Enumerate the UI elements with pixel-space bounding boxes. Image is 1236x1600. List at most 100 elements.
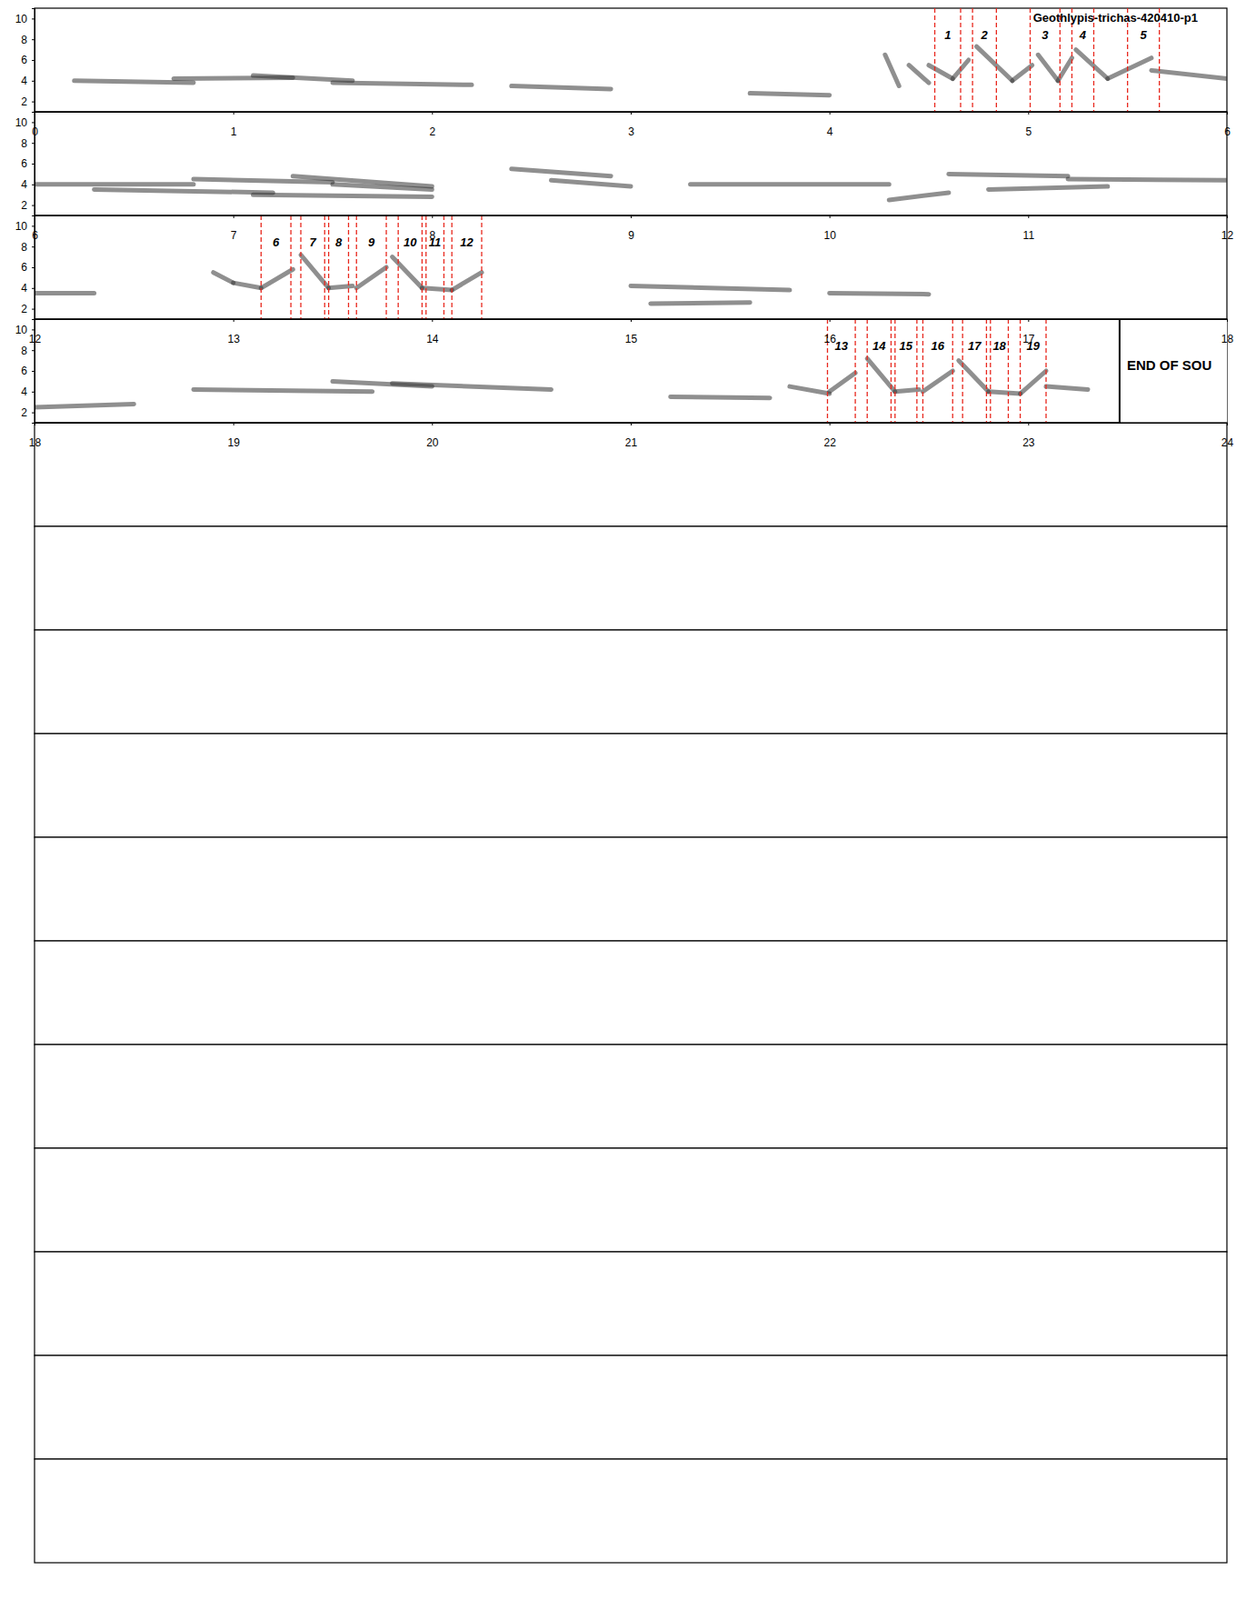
x-tick-label: 18 xyxy=(29,436,42,449)
syllable-boundary xyxy=(260,215,262,319)
y-tick-label: 8 xyxy=(20,33,28,47)
x-tick: 13 xyxy=(227,318,240,346)
x-tick-label: 19 xyxy=(227,436,240,449)
energy-trace xyxy=(922,370,953,392)
x-tick-label: 21 xyxy=(625,436,638,449)
y-tick-label: 4 xyxy=(20,281,28,295)
syllable-boundary xyxy=(854,318,856,423)
row-panel xyxy=(34,1044,1227,1148)
syllable-boundary xyxy=(971,8,973,112)
energy-trace xyxy=(650,302,750,304)
energy-trace xyxy=(511,86,611,90)
y-tick-mark xyxy=(31,328,35,330)
y-tick: 4 xyxy=(20,385,35,399)
syllable-boundary xyxy=(959,8,961,112)
syllable-boundary xyxy=(451,215,453,319)
y-axis-line xyxy=(31,9,36,113)
x-tick-label: 8 xyxy=(428,229,436,242)
syllable-boundary xyxy=(324,215,326,319)
y-tick-label: 8 xyxy=(20,344,28,358)
syllable-label: 10 xyxy=(403,235,418,250)
x-tick-mark xyxy=(829,422,831,426)
x-tick: 19 xyxy=(227,422,240,449)
y-tick: 10 xyxy=(15,12,35,26)
y-tick-mark xyxy=(31,101,35,103)
x-tick: 2 xyxy=(428,111,436,139)
y-tick-mark xyxy=(31,288,35,290)
y-axis-line xyxy=(31,319,36,424)
y-tick-label: 2 xyxy=(20,95,28,109)
row-panel xyxy=(34,940,1227,1045)
y-tick: 8 xyxy=(20,344,35,358)
end-box xyxy=(1119,318,1227,423)
x-tick: 7 xyxy=(230,215,238,242)
y-tick-mark xyxy=(31,121,35,123)
y-tick: 2 xyxy=(20,95,35,109)
syllable-boundary xyxy=(480,215,482,319)
energy-trace xyxy=(328,286,353,289)
y-axis: 246810 xyxy=(15,216,36,320)
y-tick-label: 10 xyxy=(15,12,29,26)
energy-trace xyxy=(895,389,919,392)
x-tick-label: 10 xyxy=(823,229,837,242)
x-tick: 3 xyxy=(627,111,635,139)
y-axis-line xyxy=(31,216,36,320)
energy-trace xyxy=(1151,69,1227,79)
panel-frame xyxy=(34,629,1227,734)
syllable-boundary xyxy=(934,8,936,112)
x-axis: 12131415161718 xyxy=(29,318,1235,346)
energy-trace xyxy=(551,179,631,187)
row-panel xyxy=(34,422,1227,527)
x-tick-label: 12 xyxy=(1221,229,1235,242)
energy-trace xyxy=(392,257,423,289)
y-axis: 246810 xyxy=(15,9,36,113)
y-tick: 10 xyxy=(15,116,35,130)
syllable-boundary xyxy=(348,215,349,319)
syllable-boundary xyxy=(328,215,329,319)
x-tick-label: 11 xyxy=(1023,229,1036,242)
x-tick: 21 xyxy=(625,422,638,449)
syllable-label: 7 xyxy=(309,235,318,250)
x-tick: 1 xyxy=(230,111,238,139)
x-tick-label: 1 xyxy=(230,125,238,139)
panel-frame xyxy=(34,111,1227,216)
x-tick: 5 xyxy=(1025,111,1032,139)
spectrogram-page: 12345678910111213141516171819END OF SOU2… xyxy=(0,0,1236,1600)
x-tick-mark xyxy=(1027,422,1029,426)
y-tick-label: 10 xyxy=(15,219,29,233)
x-tick: 22 xyxy=(823,422,837,449)
x-tick-mark xyxy=(630,318,632,322)
energy-trace xyxy=(885,54,899,86)
row-panel: 6789101112 xyxy=(34,215,1227,319)
energy-trace xyxy=(789,386,830,394)
y-tick: 10 xyxy=(15,219,35,233)
y-tick-mark xyxy=(31,246,35,248)
energy-trace xyxy=(988,391,1021,394)
x-tick-label: 9 xyxy=(627,229,635,242)
x-tick-label: 24 xyxy=(1221,436,1235,449)
y-tick-label: 10 xyxy=(15,116,29,130)
x-axis-line xyxy=(35,112,1228,116)
x-axis-line xyxy=(35,216,1228,220)
y-tick: 2 xyxy=(20,406,35,419)
row-panel xyxy=(34,733,1227,838)
row-panel: 12345 xyxy=(34,8,1227,112)
x-axis-line xyxy=(35,423,1228,427)
x-tick-label: 23 xyxy=(1022,436,1036,449)
energy-trace xyxy=(1020,370,1047,394)
x-tick: 11 xyxy=(1023,215,1036,242)
y-tick: 2 xyxy=(20,302,35,316)
energy-trace xyxy=(332,82,472,85)
energy-trace xyxy=(34,290,95,296)
syllable-label: 6 xyxy=(272,235,280,250)
y-tick: 10 xyxy=(15,323,35,337)
energy-trace xyxy=(213,272,234,283)
x-tick-mark xyxy=(431,215,433,219)
x-axis: 18192021222324 xyxy=(29,422,1235,449)
end-marker xyxy=(1118,318,1121,423)
y-tick-mark xyxy=(31,205,35,207)
syllable-label: 15 xyxy=(899,338,914,353)
syllable-label: 8 xyxy=(335,235,343,250)
y-axis: 246810 xyxy=(15,319,36,424)
x-tick: 18 xyxy=(29,422,42,449)
